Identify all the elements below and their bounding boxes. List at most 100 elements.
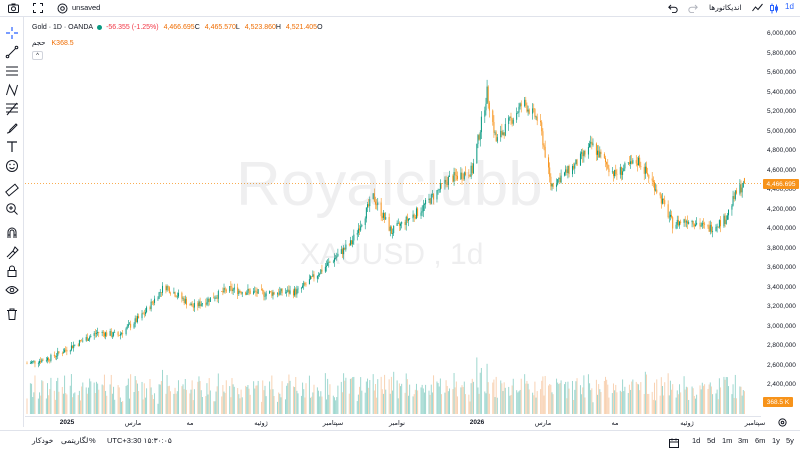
crosshair-icon[interactable] — [5, 26, 19, 40]
volume-bar — [444, 392, 446, 414]
candle-body — [94, 333, 96, 334]
volume-bar — [368, 387, 370, 414]
candle-body — [485, 103, 487, 111]
volume-bar — [631, 381, 633, 414]
volume-bar — [731, 394, 733, 414]
candle-body — [447, 176, 449, 185]
candle-body — [390, 226, 392, 234]
indicators-button[interactable]: اندیکاتورها — [709, 3, 742, 12]
log-scale-toggle[interactable]: لگاریتمی — [61, 436, 89, 445]
candle-body — [224, 288, 226, 290]
candle-body — [303, 282, 305, 286]
volume-bar — [127, 378, 129, 414]
fullscreen-icon[interactable] — [31, 1, 45, 15]
eye-icon[interactable] — [5, 283, 19, 297]
range-6m[interactable]: 6m — [755, 436, 766, 445]
brush-icon[interactable] — [5, 121, 19, 135]
indicators-icon[interactable] — [750, 1, 764, 15]
camera-icon[interactable] — [6, 1, 20, 15]
volume-bar — [341, 392, 343, 414]
candle-body — [222, 291, 224, 293]
pattern-icon[interactable] — [5, 83, 19, 97]
volume-bar — [453, 372, 455, 414]
volume-bar — [214, 401, 216, 414]
volume-bar — [54, 399, 56, 414]
fib-icon[interactable] — [5, 102, 19, 116]
magnet-icon[interactable] — [5, 226, 19, 240]
candle-body — [313, 274, 315, 279]
volume-bar — [544, 375, 546, 414]
volume-bar — [517, 392, 519, 414]
price-axis[interactable]: 6,000,000 5,800,000 5,600,000 5,400,000 5,20… — [761, 18, 800, 416]
volume-bar — [407, 395, 409, 414]
text-tool-icon[interactable] — [5, 140, 19, 154]
range-1d[interactable]: 1d — [692, 436, 701, 445]
zoom-in-icon[interactable] — [5, 202, 19, 216]
candle-body — [728, 209, 730, 216]
volume-bar — [189, 393, 191, 414]
candle-body — [671, 214, 673, 218]
candle-body — [541, 122, 543, 132]
volume-bar — [476, 357, 478, 414]
volume-bar — [478, 393, 480, 414]
volume-bar — [392, 390, 394, 414]
candle-body — [121, 333, 123, 334]
candles-icon[interactable] — [767, 1, 781, 15]
volume-bar — [144, 397, 146, 414]
timezone-label[interactable]: UTC+3:30 ۱۵:۳۰:۰۵ — [107, 436, 172, 445]
volume-label[interactable]: حجم — [32, 40, 46, 47]
candle-body — [58, 351, 60, 354]
volume-bar — [313, 384, 315, 414]
price-chart[interactable] — [25, 18, 761, 416]
redo-icon[interactable] — [686, 1, 700, 15]
candle-body — [340, 249, 342, 254]
date-range-icon[interactable] — [669, 435, 679, 448]
emoji-icon[interactable] — [5, 159, 19, 173]
volume-bar — [669, 380, 671, 414]
layout-save-status[interactable]: unsaved — [72, 3, 101, 12]
auto-scale-toggle[interactable]: خودکار — [32, 436, 54, 445]
candle-body — [584, 151, 586, 155]
range-3m[interactable]: 3m — [738, 436, 749, 445]
candle-body — [622, 171, 624, 175]
candle-body — [444, 179, 446, 184]
candle-body — [62, 352, 64, 354]
interval-selector[interactable]: 1d — [785, 2, 794, 11]
horizontal-lines-icon[interactable] — [5, 64, 19, 78]
volume-bar — [248, 388, 250, 414]
range-5d[interactable]: 5d — [707, 436, 716, 445]
candle-body — [130, 323, 132, 328]
volume-bar — [207, 394, 209, 414]
candle-body — [300, 287, 302, 289]
lock-icon[interactable] — [5, 264, 19, 278]
volume-bar — [101, 384, 103, 414]
range-1m[interactable]: 1m — [722, 436, 733, 445]
volume-bar — [335, 400, 337, 414]
candle-body — [406, 216, 408, 221]
volume-bar — [376, 397, 378, 414]
ruler-icon[interactable] — [5, 183, 19, 197]
volume-bar — [565, 381, 567, 414]
candle-body — [535, 116, 537, 118]
trend-line-icon[interactable] — [5, 45, 19, 59]
settings-icon[interactable] — [55, 1, 69, 15]
percent-scale-toggle[interactable]: % — [89, 436, 96, 445]
symbol-title[interactable]: Gold · 1D · OANDA — [32, 24, 94, 31]
time-axis[interactable]: 2025 مارس مه ژوئیه سپتامبر نوامبر 2026 مارس مه ژو… — [25, 416, 765, 428]
candle-body — [368, 204, 370, 207]
collapse-legend-button[interactable]: ^ — [32, 51, 43, 60]
candle-body — [574, 164, 576, 169]
chart-canvas[interactable] — [25, 18, 761, 416]
price-tick: 4,600,000 — [767, 166, 796, 174]
volume-bar — [86, 393, 88, 414]
axis-settings-icon[interactable] — [778, 418, 788, 428]
trash-icon[interactable] — [5, 307, 19, 321]
volume-bar — [369, 380, 371, 414]
volume-bar — [303, 389, 305, 414]
range-1y[interactable]: 1y — [772, 436, 780, 445]
volume-bar — [247, 385, 249, 414]
lock-drawings-icon[interactable] — [5, 245, 19, 260]
volume-bar — [327, 378, 329, 414]
undo-icon[interactable] — [666, 1, 680, 15]
range-5y[interactable]: 5y — [786, 436, 794, 445]
